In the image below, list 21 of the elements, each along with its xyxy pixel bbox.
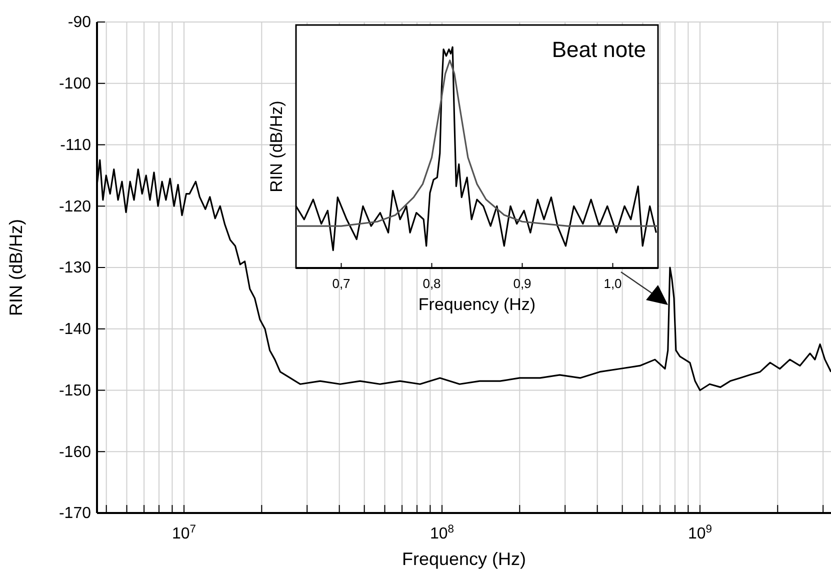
x-tick-label: 1,0	[604, 276, 622, 292]
y-axis-title: RIN (dB/Hz)	[267, 100, 286, 192]
y-tick-label: -110	[60, 136, 92, 154]
x-axis-title: Frequency (Hz)	[418, 295, 536, 314]
x-axis-title: Frequency (Hz)	[402, 549, 526, 569]
y-tick-label: -120	[58, 198, 92, 216]
x-tick-label: 0,7	[332, 276, 350, 292]
annotation: Beat note	[552, 37, 646, 62]
x-tick-label: 10$^{9}$	[688, 523, 712, 542]
y-axis-title: RIN (dB/Hz)	[6, 218, 26, 316]
y-tick-label: -160	[58, 444, 92, 461]
x-tick-label: 10$^{7}$	[172, 523, 196, 542]
y-tick-label: -130	[58, 260, 92, 277]
y-tick-label: -170	[58, 505, 92, 522]
x-tick-label: 10$^{8}$	[430, 523, 454, 542]
y-tick-label: -100	[58, 75, 92, 92]
y-tick-label: -150	[58, 382, 92, 400]
x-tick-label: 0,8	[422, 276, 441, 292]
y-tick-label: -140	[58, 320, 92, 338]
x-tick-label: 0,9	[513, 276, 532, 292]
y-tick-label: -90	[68, 14, 92, 32]
